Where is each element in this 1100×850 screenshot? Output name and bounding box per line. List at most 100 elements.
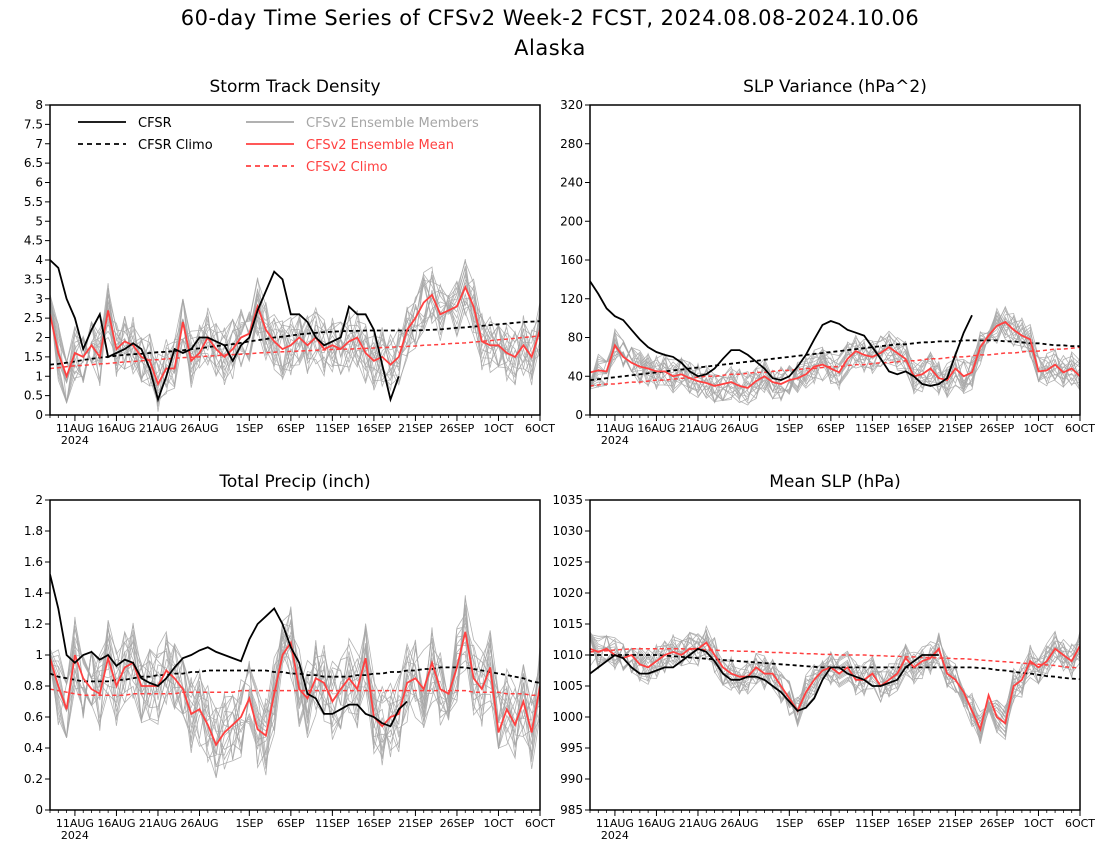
x-tick-label: 26SEP — [980, 422, 1015, 435]
y-tick-label: 200 — [560, 214, 583, 228]
x-tick-label: 26SEP — [980, 817, 1015, 830]
y-tick-label: 7.5 — [24, 117, 43, 131]
series-cfsv2-climo — [50, 335, 540, 370]
ensemble-member-line — [590, 317, 1080, 401]
figure-region: Alaska — [514, 36, 586, 60]
ensemble-member-line — [590, 632, 1080, 735]
x-year-label: 2024 — [601, 829, 629, 842]
x-tick-label: 21AUG — [139, 422, 177, 435]
series-cfsr-climo — [50, 666, 540, 684]
x-tick-label: 11AUG — [56, 817, 94, 830]
y-tick-label: 1000 — [552, 710, 583, 724]
x-tick-label: 1OCT — [483, 817, 513, 830]
legend-cfsv2-climo-label: CFSv2 Climo — [306, 160, 388, 175]
y-tick-label: 1 — [35, 369, 43, 383]
series-cfsv2-climo — [590, 346, 1080, 387]
panel-title: SLP Variance (hPa^2) — [743, 77, 927, 97]
ensemble-member-line — [50, 629, 540, 779]
x-tick-label: 21AUG — [679, 422, 717, 435]
x-tick-label: 11AUG — [56, 422, 94, 435]
y-tick-label: 160 — [560, 253, 583, 267]
legend-ensemble-members-label: CFSv2 Ensemble Members — [306, 116, 479, 131]
ensemble-member-line — [50, 266, 540, 389]
x-tick-label: 11SEP — [855, 817, 890, 830]
y-tick-label: 3 — [35, 292, 43, 306]
x-tick-label: 6SEP — [817, 422, 845, 435]
y-tick-label: 1 — [35, 648, 43, 662]
y-tick-label: 5.5 — [24, 195, 43, 209]
x-tick-label: 26AUG — [180, 817, 218, 830]
y-tick-label: 1035 — [552, 493, 583, 507]
y-tick-label: 1025 — [552, 555, 583, 569]
y-tick-label: 1.8 — [24, 524, 43, 538]
ensemble-member-line — [50, 270, 540, 400]
ensemble-member-line — [50, 274, 540, 392]
x-tick-label: 26SEP — [440, 817, 475, 830]
ensemble-member-line — [50, 289, 540, 405]
ensemble-member-line — [590, 632, 1080, 726]
ensemble-member-line — [50, 604, 540, 776]
legend-ensemble-mean-label: CFSv2 Ensemble Mean — [306, 138, 454, 153]
y-tick-label: 80 — [568, 331, 583, 345]
y-tick-label: 1.2 — [24, 617, 43, 631]
x-year-label: 2024 — [61, 434, 89, 447]
x-tick-label: 1SEP — [776, 422, 804, 435]
series-cfsr-climo — [590, 339, 1080, 381]
chart-panel-slp-variance: SLP Variance (hPa^2) 0 40 80 120 160 200 240 280… — [560, 77, 1095, 447]
x-tick-label: 11SEP — [315, 422, 350, 435]
ensemble-member-line — [50, 266, 540, 386]
x-tick-label: 6OCT — [1065, 817, 1095, 830]
panel-title: Total Precip (inch) — [218, 472, 370, 492]
ensemble-member-line — [590, 628, 1080, 733]
y-tick-label: 120 — [560, 292, 583, 306]
ensemble-member-line — [590, 320, 1080, 402]
ensemble-member-line — [50, 606, 540, 768]
ensemble-member-line — [590, 314, 1080, 395]
y-tick-label: 0 — [575, 408, 583, 422]
y-tick-label: 2 — [35, 331, 43, 345]
y-tick-label: 1020 — [552, 586, 583, 600]
y-tick-label: 1015 — [552, 617, 583, 631]
x-tick-label: 16AUG — [97, 817, 135, 830]
legend-cfsr-label: CFSR — [138, 116, 172, 131]
ensemble-members — [50, 259, 540, 412]
x-tick-label: 11SEP — [315, 817, 350, 830]
chart-panel-mean-slp: Mean SLP (hPa) 985 990 995 1000 1005 1010 1015 1… — [552, 472, 1095, 842]
x-tick-label: 6SEP — [817, 817, 845, 830]
x-tick-label: 11AUG — [596, 422, 634, 435]
y-tick-label: 0 — [35, 408, 43, 422]
x-tick-label: 16SEP — [357, 422, 392, 435]
ensemble-member-line — [590, 631, 1080, 737]
ensemble-members — [590, 624, 1080, 744]
y-tick-label: 2.5 — [24, 311, 43, 325]
series-cfsv2-climo — [50, 688, 540, 697]
y-tick-label: 1030 — [552, 524, 583, 538]
series-cfsr — [590, 647, 939, 712]
x-tick-label: 16AUG — [97, 422, 135, 435]
x-year-label: 2024 — [61, 829, 89, 842]
ensemble-member-line — [50, 259, 540, 403]
x-tick-label: 26AUG — [180, 422, 218, 435]
x-tick-label: 21SEP — [938, 422, 973, 435]
y-tick-label: 1010 — [552, 648, 583, 662]
series-cfsr — [50, 259, 400, 403]
x-tick-label: 16SEP — [897, 422, 932, 435]
ensemble-member-line — [50, 271, 540, 395]
y-tick-label: 4 — [35, 253, 43, 267]
x-tick-label: 16SEP — [357, 817, 392, 830]
ensemble-member-line — [50, 595, 540, 762]
x-tick-label: 6OCT — [525, 817, 555, 830]
y-tick-label: 6 — [35, 176, 43, 190]
x-tick-label: 16AUG — [637, 817, 675, 830]
y-tick-label: 7 — [35, 137, 43, 151]
y-tick-label: 320 — [560, 98, 583, 112]
panel-title: Storm Track Density — [209, 77, 380, 97]
y-tick-label: 6.5 — [24, 156, 43, 170]
ensemble-member-line — [590, 635, 1080, 738]
figure-title: 60-day Time Series of CFSv2 Week-2 FCST,… — [180, 6, 920, 30]
x-tick-label: 1SEP — [236, 817, 264, 830]
y-tick-label: 0.4 — [24, 741, 43, 755]
y-tick-label: 3.5 — [24, 272, 43, 286]
y-tick-label: 4.5 — [24, 234, 43, 248]
x-tick-label: 6OCT — [525, 422, 555, 435]
